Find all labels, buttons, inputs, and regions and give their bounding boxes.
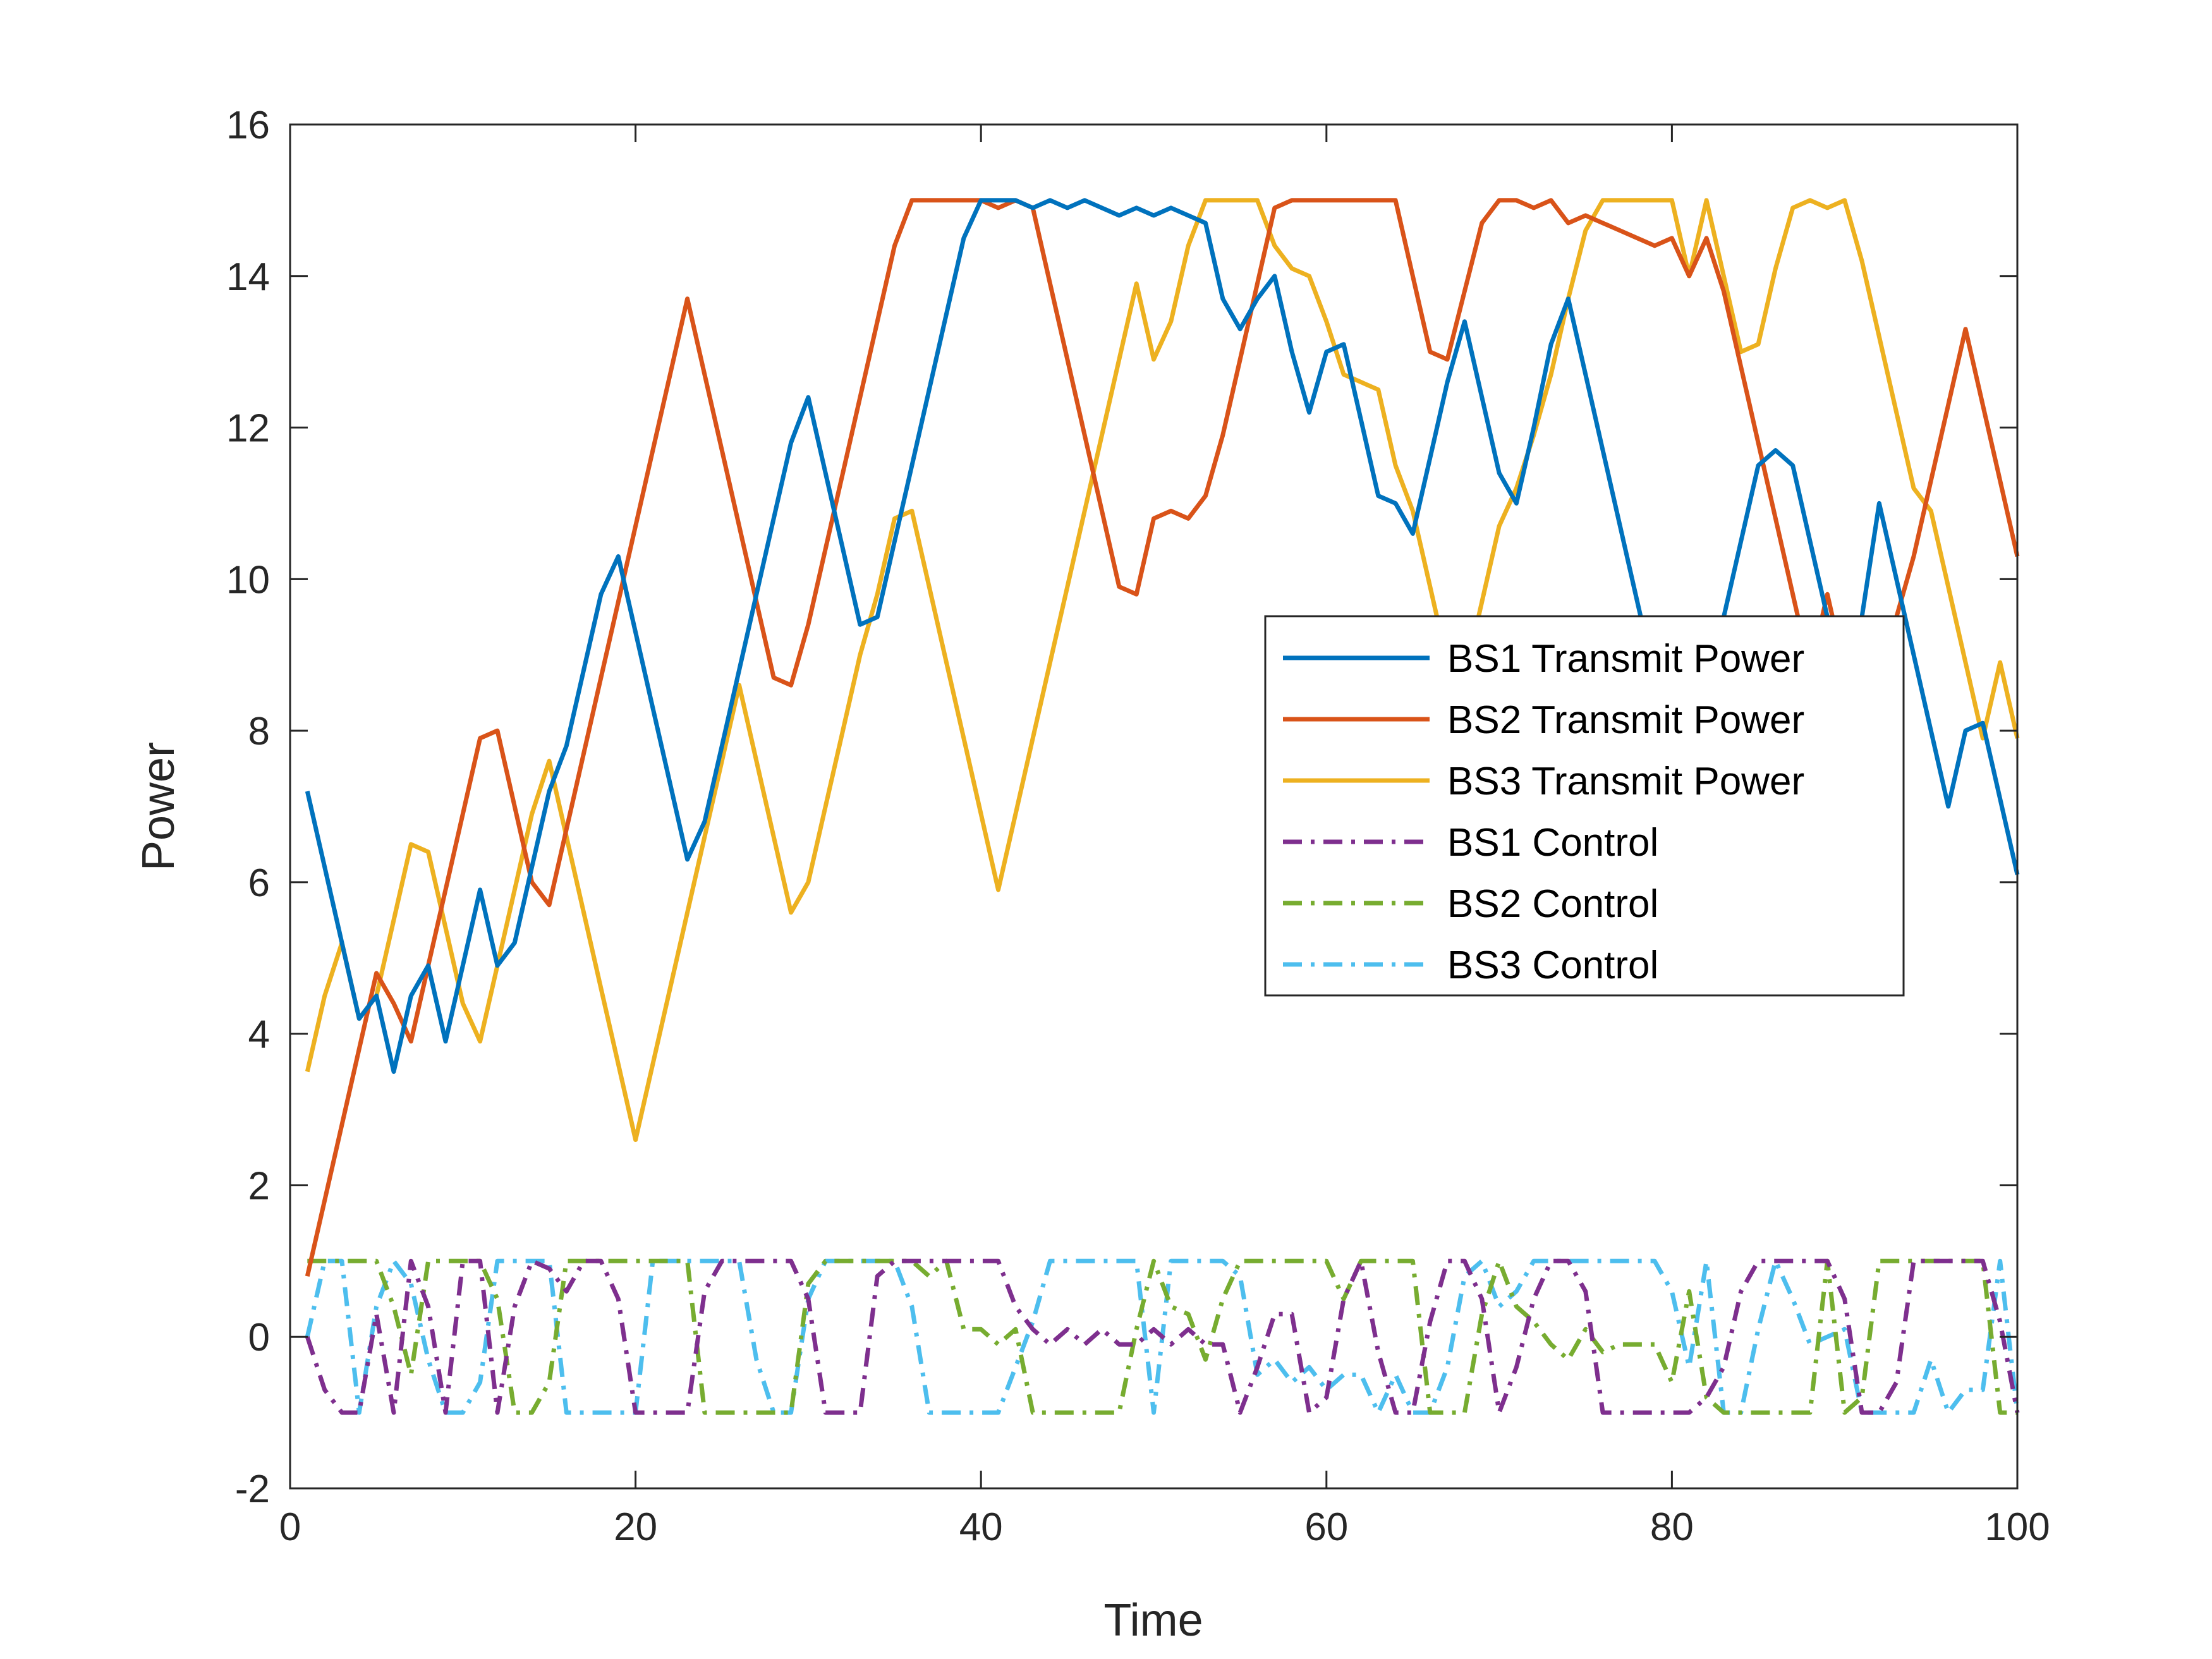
legend-box bbox=[1264, 615, 1905, 997]
x-tick-label: 80 bbox=[1650, 1505, 1694, 1549]
legend: BS1 Transmit Power BS2 Transmit Power BS3 … bbox=[1264, 615, 1905, 997]
series-line-5 bbox=[307, 1258, 2017, 1415]
x-tick-label: 100 bbox=[1984, 1505, 2050, 1549]
y-axis-label: Power bbox=[133, 742, 184, 871]
y-tick-label: 4 bbox=[248, 1013, 270, 1057]
y-tick-label: 2 bbox=[248, 1164, 270, 1208]
legend-label-3: BS3 Transmit Power bbox=[1447, 760, 1804, 803]
series-line-3 bbox=[305, 198, 2020, 1142]
y-tick-label: 0 bbox=[248, 1316, 270, 1359]
x-tick-label: 0 bbox=[279, 1505, 301, 1549]
series-line-1 bbox=[305, 198, 2020, 1074]
x-tick-label: 60 bbox=[1304, 1505, 1348, 1549]
y-tick-label: 14 bbox=[226, 255, 270, 299]
series-line-4 bbox=[305, 1258, 2020, 1415]
series-line-2 bbox=[305, 198, 2020, 1277]
x-axis-label: Time bbox=[1103, 1595, 1203, 1646]
legend-label-4: BS1 Control bbox=[1447, 821, 1658, 865]
x-tick-label: 40 bbox=[959, 1505, 1003, 1549]
legend-label-2: BS2 Transmit Power bbox=[1447, 698, 1804, 742]
y-tick-label: 12 bbox=[226, 407, 270, 451]
y-tick-label: 6 bbox=[248, 861, 270, 905]
y-tick-label: 16 bbox=[226, 104, 270, 147]
y-tick-label: -2 bbox=[235, 1468, 270, 1511]
legend-label-6: BS3 Control bbox=[1447, 944, 1658, 987]
legend-label-5: BS2 Control bbox=[1447, 882, 1658, 926]
x-tick-label: 20 bbox=[614, 1505, 657, 1549]
axes-box bbox=[289, 123, 2019, 1490]
y-tick-label: 10 bbox=[226, 558, 270, 602]
series-layer bbox=[305, 198, 2020, 1415]
y-tick-label: 8 bbox=[248, 710, 270, 753]
legend-label-1: BS1 Transmit Power bbox=[1447, 637, 1804, 681]
